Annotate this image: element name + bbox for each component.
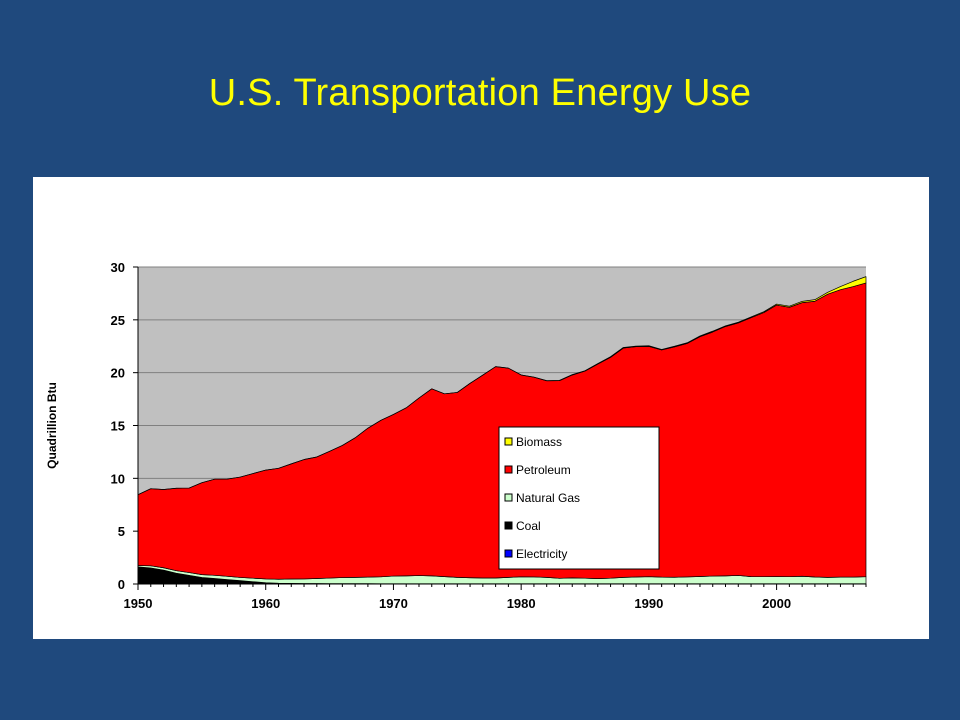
legend-swatch-biomass xyxy=(504,437,513,446)
legend-label-biomass: Biomass xyxy=(516,435,562,449)
y-tick-label-25: 25 xyxy=(111,313,125,328)
x-tick-label-1990: 1990 xyxy=(634,596,663,611)
y-tick-label-15: 15 xyxy=(111,419,125,434)
y-tick-label-10: 10 xyxy=(111,471,125,486)
legend-swatch-coal xyxy=(504,521,513,530)
x-tick-label-1970: 1970 xyxy=(379,596,408,611)
legend-label-electricity: Electricity xyxy=(516,547,567,561)
legend-label-coal: Coal xyxy=(516,519,541,533)
legend-swatch-natural-gas xyxy=(504,493,513,502)
y-tick-label-20: 20 xyxy=(111,366,125,381)
area-chart: 0 5 10 15 20 25 30 1950 1960 1970 1980 1990 2000 Qua… xyxy=(45,260,867,611)
y-tick-label-0: 0 xyxy=(118,577,125,592)
x-tick-label-1980: 1980 xyxy=(507,596,536,611)
y-axis-title: Quadrillion Btu xyxy=(45,382,59,469)
x-tick-label-2000: 2000 xyxy=(762,596,791,611)
x-tick-label-1960: 1960 xyxy=(251,596,280,611)
legend-label-natural-gas: Natural Gas xyxy=(516,491,580,505)
legend-swatch-petroleum xyxy=(504,465,513,474)
chart-panel: 0 5 10 15 20 25 30 1950 1960 1970 1980 1990 2000 Qua… xyxy=(33,177,929,639)
series-area-biomass xyxy=(137,276,867,496)
slide-title: U.S. Transportation Energy Use xyxy=(208,72,752,114)
legend-label-petroleum: Petroleum xyxy=(516,463,571,477)
legend-box xyxy=(498,426,660,570)
x-tick-label-1950: 1950 xyxy=(124,596,153,611)
y-tick-label-5: 5 xyxy=(118,524,125,539)
legend-swatch-electricity xyxy=(504,549,513,558)
axes: 0 5 10 15 20 25 30 1950 1960 1970 1980 1990 2000 xyxy=(111,260,867,611)
legend: Biomass Petroleum Natural Gas Coal Electrici… xyxy=(498,426,660,570)
y-tick-label-30: 30 xyxy=(111,260,125,275)
